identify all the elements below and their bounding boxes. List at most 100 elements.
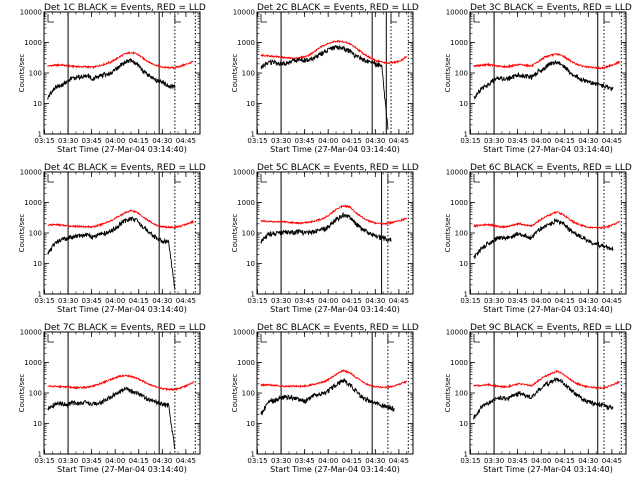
x-tick-label: 04:45 bbox=[389, 297, 409, 305]
x-tick-label: 03:15 bbox=[460, 457, 480, 465]
panel-det-1: Det 1C BLACK = Events, RED = LLD 1 10 100 10… bbox=[18, 3, 206, 154]
bracket-flag bbox=[603, 174, 611, 183]
y-tick-label: 10000 bbox=[233, 329, 255, 337]
y-tick-label: 10 bbox=[246, 100, 255, 108]
x-axis-label: Start Time (27-Mar-04 03:14:40) bbox=[57, 145, 187, 154]
panel-det-4: Det 4C BLACK = Events, RED = LLD 1 10 100 10… bbox=[18, 163, 206, 314]
bracket-flag bbox=[473, 14, 480, 23]
y-tick-label: 10 bbox=[33, 100, 42, 108]
y-tick-label: 1 bbox=[464, 291, 468, 299]
x-axis-label: Start Time (27-Mar-04 03:14:40) bbox=[270, 145, 400, 154]
lld-series-line bbox=[260, 39, 408, 65]
bracket-flag bbox=[47, 174, 54, 183]
bracket-flag bbox=[387, 174, 394, 183]
x-tick-label: 03:15 bbox=[460, 297, 480, 305]
x-tick-label: 04:30 bbox=[152, 297, 172, 305]
y-tick-label: 100 bbox=[242, 70, 255, 78]
y-tick-label: 1000 bbox=[237, 359, 255, 367]
x-tick-label: 04:30 bbox=[578, 297, 598, 305]
panel-det-3: Det 3C BLACK = Events, RED = LLD 1 10 100 10… bbox=[444, 3, 632, 154]
x-tick-label: 04:15 bbox=[555, 457, 575, 465]
y-tick-label: 1000 bbox=[24, 199, 42, 207]
x-tick-label: 04:00 bbox=[318, 457, 338, 465]
lld-series-line bbox=[260, 369, 408, 389]
x-tick-label: 03:45 bbox=[295, 457, 315, 465]
y-tick-label: 100 bbox=[242, 230, 255, 238]
x-axis-label: Start Time (27-Mar-04 03:14:40) bbox=[57, 305, 187, 314]
x-tick-label: 04:45 bbox=[602, 137, 622, 145]
x-tick-label: 04:15 bbox=[555, 297, 575, 305]
events-series-line bbox=[473, 217, 614, 259]
panel-det-5: Det 5C BLACK = Events, RED = LLD 1 10 100 10… bbox=[231, 163, 419, 314]
panel-title: Det 4C BLACK = Events, RED = LLD bbox=[44, 163, 206, 173]
plot-frame bbox=[256, 331, 414, 455]
x-tick-label: 03:30 bbox=[484, 137, 504, 145]
panel-title: Det 7C BLACK = Events, RED = LLD bbox=[44, 323, 206, 333]
x-tick-label: 04:00 bbox=[105, 457, 125, 465]
y-tick-label: 1000 bbox=[450, 39, 468, 47]
y-tick-label: 10000 bbox=[20, 9, 42, 17]
y-tick-label: 1 bbox=[38, 451, 42, 459]
x-tick-label: 03:45 bbox=[295, 297, 315, 305]
bracket-flag bbox=[260, 174, 267, 183]
x-tick-label: 04:45 bbox=[389, 137, 409, 145]
y-tick-label: 100 bbox=[242, 390, 255, 398]
y-axis-label: Counts/sec bbox=[231, 374, 239, 413]
y-tick-label: 10 bbox=[33, 260, 42, 268]
y-tick-label: 1000 bbox=[24, 359, 42, 367]
y-tick-label: 10000 bbox=[446, 9, 468, 17]
y-tick-label: 10000 bbox=[446, 329, 468, 337]
y-tick-label: 1 bbox=[251, 131, 255, 139]
x-tick-label: 04:45 bbox=[176, 297, 196, 305]
events-series-line bbox=[47, 57, 176, 100]
x-tick-label: 04:30 bbox=[365, 457, 385, 465]
x-tick-label: 04:15 bbox=[342, 297, 362, 305]
events-series-line bbox=[260, 377, 395, 416]
x-tick-label: 03:30 bbox=[271, 297, 291, 305]
panel-det-8: Det 8C BLACK = Events, RED = LLD 1 10 100 10… bbox=[231, 323, 419, 474]
x-tick-label: 04:30 bbox=[152, 457, 172, 465]
x-tick-label: 04:30 bbox=[578, 457, 598, 465]
lld-series-line bbox=[260, 204, 408, 226]
y-axis-label: Counts/sec bbox=[231, 214, 239, 253]
x-axis-label: Start Time (27-Mar-04 03:14:40) bbox=[483, 465, 613, 474]
x-tick-label: 04:15 bbox=[555, 137, 575, 145]
events-series-line bbox=[473, 377, 614, 420]
bracket-flag bbox=[47, 334, 54, 343]
x-tick-label: 03:30 bbox=[484, 457, 504, 465]
x-tick-label: 04:00 bbox=[105, 297, 125, 305]
x-tick-label: 03:45 bbox=[508, 137, 528, 145]
panel-title: Det 2C BLACK = Events, RED = LLD bbox=[257, 3, 419, 13]
bracket-flag bbox=[174, 174, 181, 183]
bracket-flag bbox=[174, 334, 181, 343]
panel-title: Det 6C BLACK = Events, RED = LLD bbox=[470, 163, 632, 173]
x-tick-label: 04:00 bbox=[318, 297, 338, 305]
y-tick-label: 1 bbox=[464, 451, 468, 459]
x-tick-label: 04:15 bbox=[129, 457, 149, 465]
x-axis-label: Start Time (27-Mar-04 03:14:40) bbox=[483, 145, 613, 154]
y-tick-label: 1 bbox=[251, 451, 255, 459]
y-tick-label: 1 bbox=[464, 131, 468, 139]
x-tick-label: 03:45 bbox=[82, 457, 102, 465]
panel-det-2: Det 2C BLACK = Events, RED = LLD 1 10 100 10… bbox=[231, 3, 419, 154]
y-tick-label: 10000 bbox=[446, 169, 468, 177]
y-tick-label: 1000 bbox=[24, 39, 42, 47]
x-tick-label: 03:15 bbox=[34, 137, 54, 145]
x-tick-label: 03:30 bbox=[271, 457, 291, 465]
x-tick-label: 04:00 bbox=[531, 457, 551, 465]
x-axis-label: Start Time (27-Mar-04 03:14:40) bbox=[270, 305, 400, 314]
y-tick-label: 1 bbox=[38, 131, 42, 139]
x-tick-label: 04:15 bbox=[342, 137, 362, 145]
bracket-flag bbox=[603, 334, 611, 343]
x-tick-label: 03:30 bbox=[484, 297, 504, 305]
x-axis-label: Start Time (27-Mar-04 03:14:40) bbox=[270, 465, 400, 474]
bracket-flag bbox=[390, 14, 398, 23]
bracket-flag bbox=[47, 14, 54, 23]
plot-frame bbox=[469, 331, 627, 455]
x-tick-label: 04:30 bbox=[365, 137, 385, 145]
events-series-line bbox=[473, 60, 614, 100]
x-tick-label: 04:30 bbox=[578, 137, 598, 145]
lld-series-line bbox=[47, 209, 195, 230]
panel-det-9: Det 9C BLACK = Events, RED = LLD 1 10 100 10… bbox=[444, 323, 632, 474]
